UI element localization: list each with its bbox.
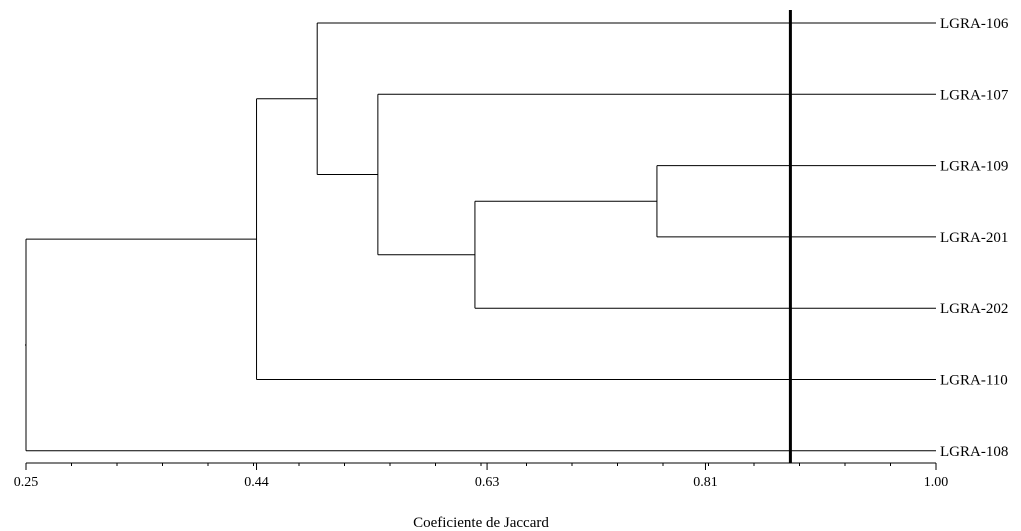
tick-label: 0.63: [475, 475, 500, 490]
tick-label: 0.44: [244, 475, 269, 490]
leaf-label: LGRA-201: [940, 230, 1008, 246]
leaf-label: LGRA-107: [940, 87, 1009, 103]
tick-label: 0.25: [14, 475, 39, 490]
leaf-label: LGRA-108: [940, 444, 1008, 460]
x-axis-title: Coeficiente de Jaccard: [413, 515, 549, 531]
tick-label: 0.81: [693, 475, 718, 490]
leaf-label: LGRA-202: [940, 301, 1008, 317]
tick-label: 1.00: [924, 475, 949, 490]
leaf-label: LGRA-110: [940, 373, 1008, 389]
leaf-labels: LGRA-106 LGRA-107 LGRA-109 LGRA-201 LGRA-202…: [940, 16, 1009, 460]
leaf-label: LGRA-106: [940, 16, 1009, 32]
leaf-label: LGRA-109: [940, 159, 1008, 175]
x-axis: 0.25 0.44 0.63 0.81 1.00: [14, 462, 949, 490]
dendrogram-branches: [25, 22, 936, 452]
